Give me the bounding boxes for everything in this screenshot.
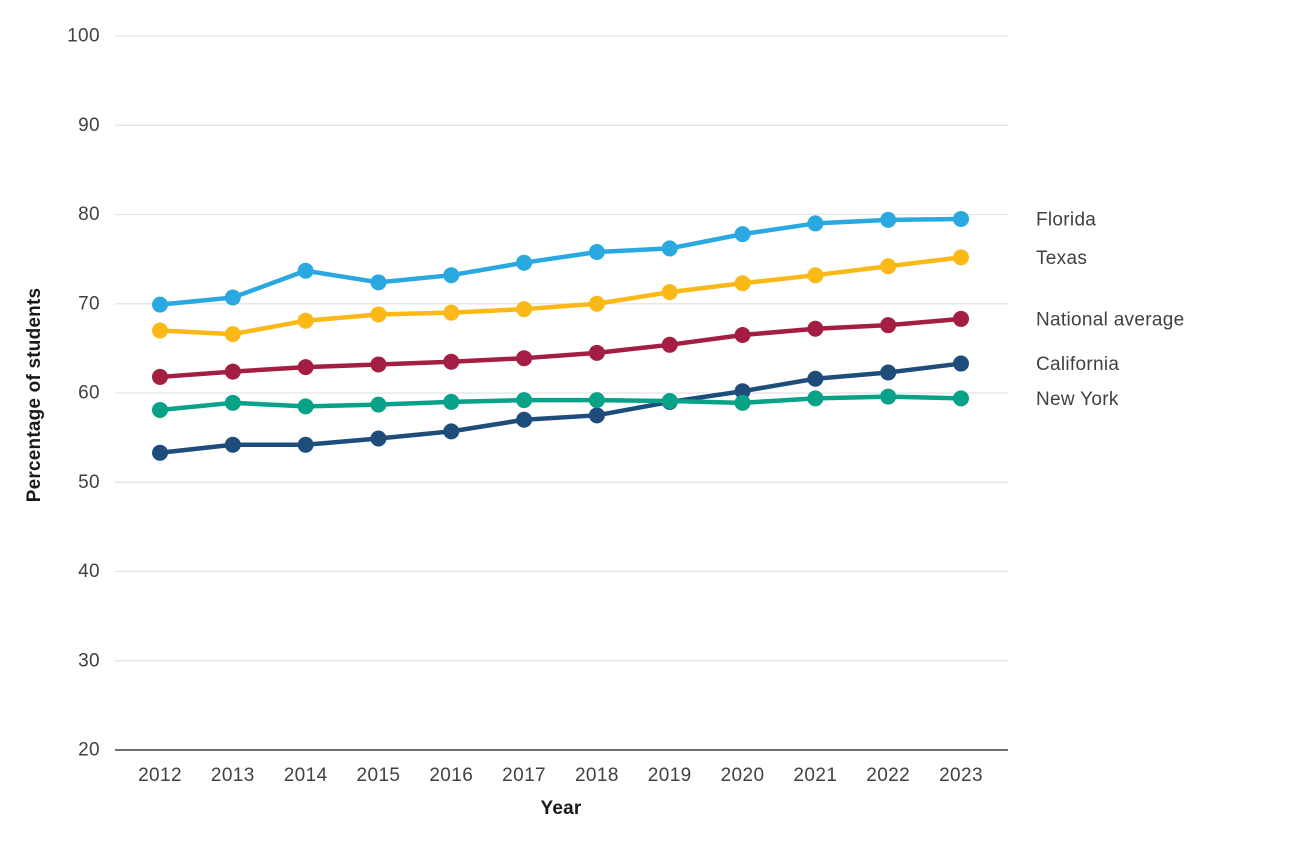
gridlines [115, 35, 1008, 751]
x-axis-title: Year [541, 798, 582, 819]
data-point-national-average-2019 [661, 336, 678, 353]
data-point-new-york-2020 [734, 394, 751, 411]
legend: Florida Texas National average California Ne… [1036, 209, 1184, 409]
y-tick-label-100: 100 [67, 26, 100, 47]
data-point-california-2012 [152, 444, 168, 461]
x-tick-label-2019: 2019 [648, 765, 692, 786]
data-point-national-average-2018 [588, 344, 605, 361]
data-point-florida-2012 [152, 296, 168, 313]
data-point-new-york-2021 [807, 390, 824, 407]
data-point-florida-2020 [734, 226, 751, 243]
data-point-texas-2018 [588, 295, 605, 312]
data-point-new-york-2013 [224, 394, 241, 411]
data-point-national-average-2015 [370, 356, 387, 373]
data-point-california-2016 [443, 423, 460, 440]
data-point-national-average-2014 [297, 359, 314, 376]
data-point-florida-2013 [224, 289, 241, 306]
y-tick-label-80: 80 [78, 204, 100, 225]
x-tick-label-2022: 2022 [866, 765, 910, 786]
x-tick-label-2014: 2014 [284, 765, 328, 786]
data-point-texas-2015 [370, 306, 387, 323]
data-point-texas-2012 [152, 322, 168, 339]
data-point-california-2020 [734, 383, 751, 400]
x-tick-label-2017: 2017 [502, 765, 546, 786]
x-axis-tick-labels: 2012 2013 2014 2015 2016 2017 2018 2019 2020 2021… [138, 765, 983, 786]
data-point-texas-2021 [807, 267, 824, 284]
data-point-texas-2019 [661, 284, 678, 301]
data-point-texas-2014 [297, 312, 314, 329]
data-point-california-2014 [297, 436, 314, 453]
series-line-florida [157, 216, 964, 307]
y-tick-label-60: 60 [78, 383, 100, 404]
data-point-california-2015 [370, 430, 387, 447]
data-point-florida-2014 [297, 262, 314, 279]
x-tick-label-2015: 2015 [357, 765, 401, 786]
x-tick-label-2020: 2020 [721, 765, 765, 786]
series-line-texas [157, 255, 964, 337]
data-point-florida-2015 [370, 274, 387, 291]
data-point-texas-2017 [516, 301, 533, 318]
data-point-national-average-2012 [152, 368, 168, 385]
data-point-florida-2018 [588, 243, 605, 260]
data-point-texas-2013 [224, 326, 241, 343]
data-point-florida-2021 [807, 215, 824, 232]
data-point-florida-2023 [953, 210, 969, 227]
y-tick-label-50: 50 [78, 472, 100, 493]
data-point-new-york-2012 [152, 401, 168, 418]
series-line-california [157, 361, 964, 456]
y-tick-label-90: 90 [78, 115, 100, 136]
y-tick-label-30: 30 [78, 650, 100, 671]
data-point-florida-2022 [880, 211, 897, 228]
data-point-new-york-2015 [370, 396, 387, 413]
data-point-new-york-2019 [661, 393, 678, 410]
data-point-california-2018 [588, 407, 605, 424]
data-point-national-average-2016 [443, 353, 460, 370]
series-line-national-average [157, 316, 964, 380]
legend-label-national-average: National average [1036, 309, 1184, 330]
y-tick-label-40: 40 [78, 561, 100, 582]
x-tick-label-2013: 2013 [211, 765, 255, 786]
y-axis-title: Percentage of students [24, 288, 45, 503]
data-point-new-york-2014 [297, 398, 314, 415]
data-point-texas-2020 [734, 275, 751, 292]
legend-label-new-york: New York [1036, 389, 1119, 410]
data-point-florida-2017 [516, 254, 533, 271]
data-point-national-average-2017 [516, 350, 533, 367]
data-point-national-average-2021 [807, 320, 824, 337]
data-point-florida-2016 [443, 267, 460, 284]
x-tick-label-2021: 2021 [793, 765, 837, 786]
data-point-new-york-2017 [516, 392, 533, 409]
data-point-national-average-2020 [734, 326, 751, 343]
data-point-new-york-2023 [953, 390, 969, 407]
data-point-national-average-2023 [953, 310, 969, 327]
series-lines [152, 210, 969, 461]
legend-label-florida: Florida [1036, 209, 1096, 230]
data-point-national-average-2022 [880, 317, 897, 334]
y-tick-label-20: 20 [78, 740, 100, 761]
data-point-new-york-2018 [588, 392, 605, 409]
data-point-florida-2019 [661, 240, 678, 257]
series-line-new-york [157, 394, 964, 413]
data-point-california-2023 [953, 355, 969, 372]
data-point-new-york-2016 [443, 393, 460, 410]
data-point-california-2022 [880, 364, 897, 381]
data-point-national-average-2013 [224, 363, 241, 380]
y-tick-label-70: 70 [78, 293, 100, 314]
x-tick-label-2012: 2012 [138, 765, 182, 786]
legend-label-texas: Texas [1036, 248, 1087, 269]
x-tick-label-2016: 2016 [429, 765, 473, 786]
y-axis-tick-labels: 20 30 40 50 60 70 80 90 100 [67, 26, 100, 761]
x-tick-label-2018: 2018 [575, 765, 619, 786]
data-point-california-2013 [224, 436, 241, 453]
data-point-texas-2016 [443, 304, 460, 321]
data-point-texas-2022 [880, 258, 897, 275]
data-point-california-2021 [807, 370, 824, 387]
data-point-texas-2023 [953, 249, 969, 266]
data-point-new-york-2022 [880, 388, 897, 405]
data-point-california-2017 [516, 411, 533, 428]
x-tick-label-2023: 2023 [939, 765, 983, 786]
legend-label-california: California [1036, 354, 1119, 375]
